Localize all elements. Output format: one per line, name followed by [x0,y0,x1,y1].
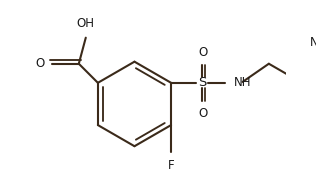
Text: O: O [35,57,45,70]
Text: S: S [198,76,206,89]
Text: NH: NH [234,76,251,89]
Text: O: O [198,46,208,59]
Text: OH: OH [77,17,95,30]
Text: N: N [310,36,316,49]
Text: F: F [168,159,174,172]
Text: O: O [198,107,208,120]
